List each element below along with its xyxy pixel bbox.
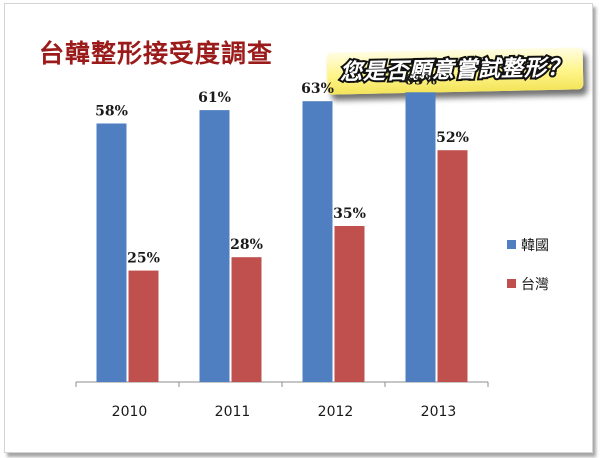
category-labels: 2010 2011 2012 2013: [112, 404, 457, 420]
chart-title: 台韓整形接受度調查: [39, 39, 274, 68]
legend-swatch: [507, 240, 516, 249]
data-labels: 58% 25% 61% 28% 63% 35% 65% 52%: [95, 72, 469, 266]
bar-2012-1: [334, 226, 365, 382]
category-label: 2011: [215, 404, 251, 420]
data-label: 25%: [127, 251, 160, 267]
legend-swatch: [507, 279, 516, 288]
data-label: 52%: [436, 130, 469, 146]
bar-2013-0: [405, 92, 436, 383]
category-label: 2013: [421, 404, 457, 420]
bar-2013-1: [437, 150, 468, 382]
data-label: 58%: [95, 103, 128, 119]
data-label: 61%: [198, 90, 231, 106]
data-label: 65%: [404, 72, 437, 88]
bar-2010-0: [96, 123, 127, 382]
bar-2011-0: [199, 110, 230, 382]
category-label: 2010: [112, 404, 148, 420]
category-label: 2012: [318, 404, 354, 420]
x-axis-ticks: [75, 382, 489, 387]
bar-2010-1: [128, 270, 159, 382]
bar-2011-1: [231, 257, 262, 382]
legend-label: 台灣: [521, 277, 549, 293]
bars: [96, 92, 468, 383]
bar-2012-0: [302, 101, 333, 382]
data-label: 63%: [301, 81, 334, 97]
data-label: 28%: [230, 237, 263, 253]
legend-label: 韓國: [521, 238, 549, 254]
data-label: 35%: [333, 206, 366, 222]
